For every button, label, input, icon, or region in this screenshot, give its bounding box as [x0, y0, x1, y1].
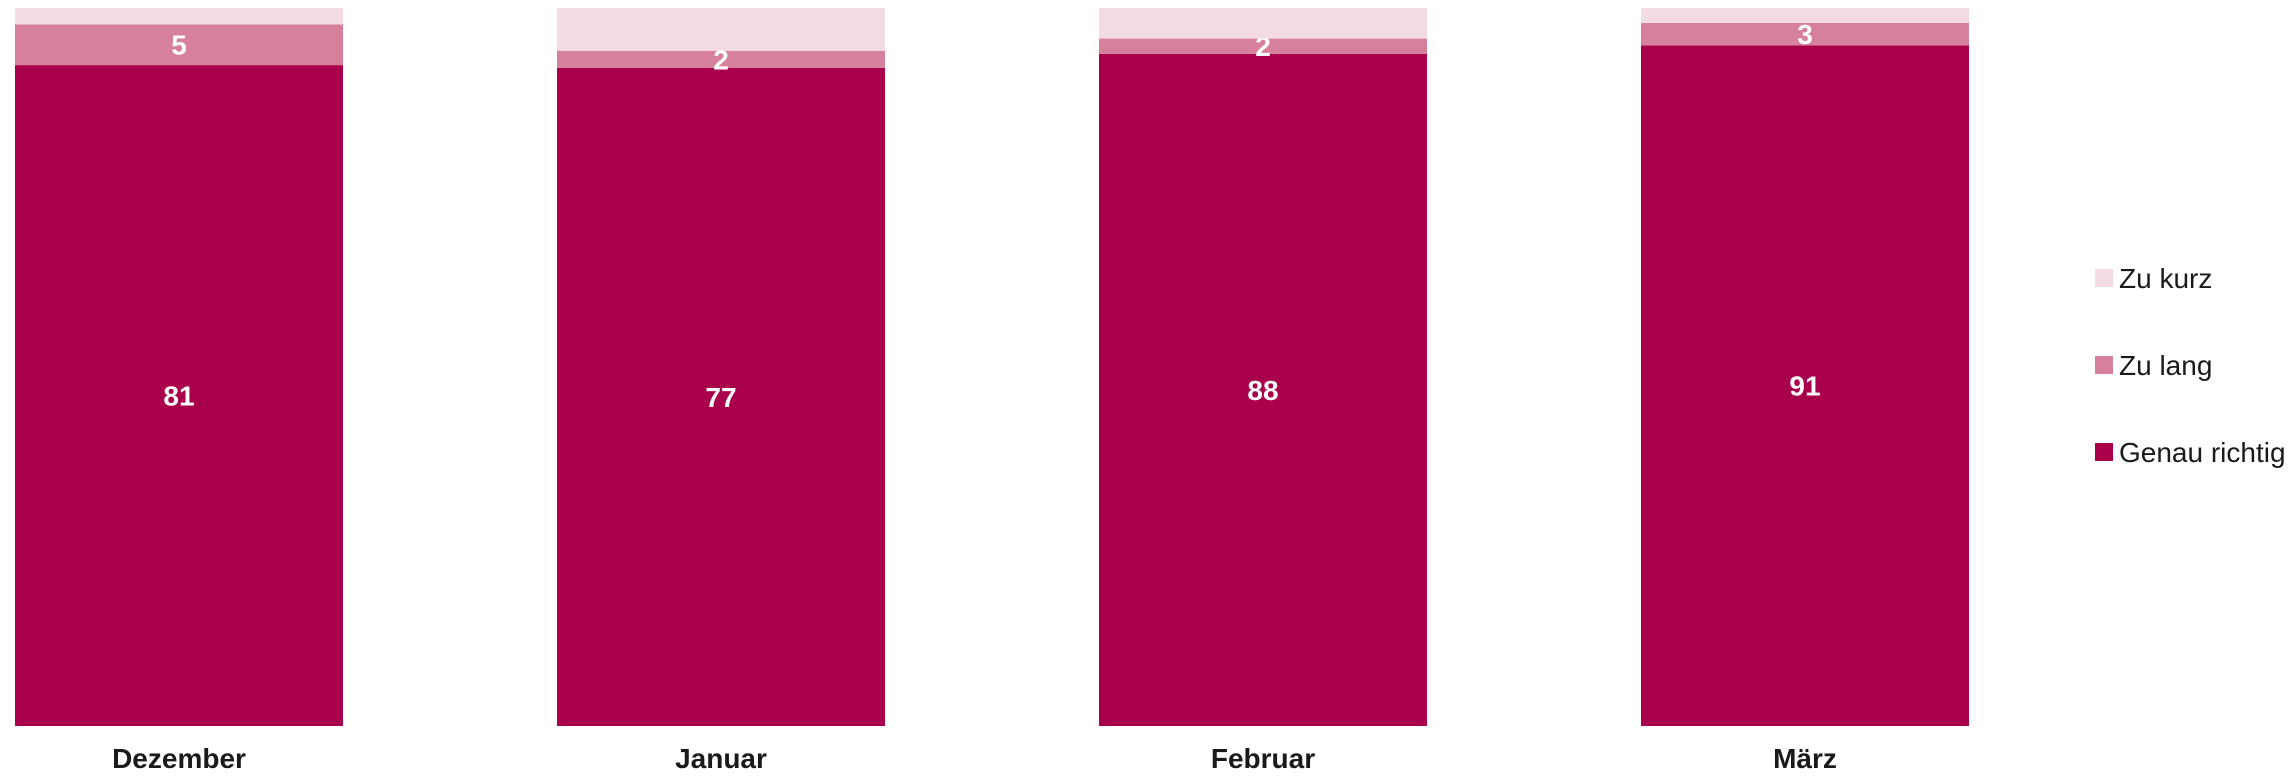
- legend-label: Genau richtig: [2119, 437, 2286, 468]
- bar-dezember-segment-2: [15, 8, 343, 25]
- data-label: 88: [1247, 375, 1278, 406]
- data-label: 3: [1797, 19, 1813, 50]
- bar-märz-segment-2: [1641, 8, 1969, 23]
- bar-dezember-segment-0: [15, 65, 343, 726]
- bar-februar-segment-0: [1099, 53, 1427, 727]
- bars-group: 81 5 77 2 88 2 91 3: [15, 8, 1969, 727]
- bar-februar-segment-1: [1099, 38, 1427, 54]
- category-label: Januar: [675, 743, 767, 774]
- bar-dezember-segment-1: [15, 24, 343, 66]
- data-label: 2: [713, 44, 729, 75]
- category-labels: Dezember Januar Februar März: [112, 743, 1837, 774]
- bar-märz-segment-0: [1641, 45, 1969, 727]
- data-label: 77: [705, 382, 736, 413]
- legend-swatch: [2095, 269, 2113, 287]
- data-label: 5: [171, 30, 187, 61]
- bar-januar-segment-2: [557, 8, 885, 51]
- category-label: Dezember: [112, 743, 246, 774]
- legend: Zu kurz Zu lang Genau richtig: [2095, 263, 2286, 468]
- legend-label: Zu kurz: [2119, 263, 2212, 294]
- legend-label: Zu lang: [2119, 350, 2212, 381]
- legend-swatch: [2095, 443, 2113, 461]
- bar-januar-segment-0: [557, 67, 885, 727]
- bar-märz-segment-1: [1641, 22, 1969, 46]
- data-label: 2: [1255, 31, 1271, 62]
- bar-januar-segment-1: [557, 50, 885, 68]
- legend-swatch: [2095, 356, 2113, 374]
- bar-februar-segment-2: [1099, 8, 1427, 39]
- category-label: Februar: [1211, 743, 1315, 774]
- data-label: 91: [1789, 371, 1820, 402]
- data-label: 81: [163, 381, 194, 412]
- category-label: März: [1773, 743, 1837, 774]
